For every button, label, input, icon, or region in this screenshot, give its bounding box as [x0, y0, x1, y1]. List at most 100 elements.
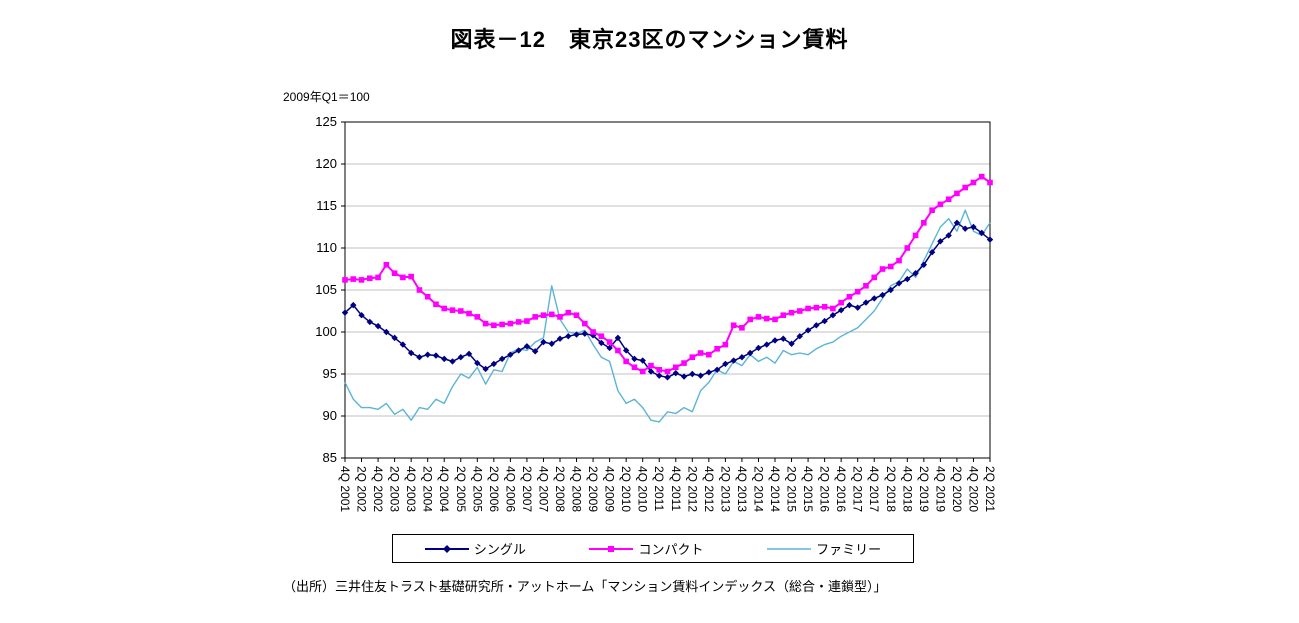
marker-square	[342, 277, 348, 283]
x-axis-label: 2Q 2010	[619, 466, 633, 512]
marker-diamond	[846, 301, 853, 309]
y-axis-label: 110	[316, 240, 337, 255]
marker-diamond	[978, 229, 985, 237]
marker-diamond	[656, 372, 663, 379]
marker-diamond	[713, 366, 721, 373]
marker-diamond	[912, 270, 919, 277]
marker-square	[987, 179, 993, 186]
x-axis-label: 4Q 2006	[503, 466, 517, 512]
marker-square	[648, 362, 654, 369]
marker-square	[482, 320, 489, 327]
marker-diamond	[432, 352, 440, 359]
marker-diamond	[755, 344, 762, 352]
marker-diamond	[341, 309, 349, 316]
marker-diamond	[391, 334, 398, 342]
x-axis-label: 2Q 2015	[785, 466, 799, 512]
x-axis-label: 2Q 2011	[652, 466, 666, 511]
marker-diamond	[871, 295, 878, 302]
x-axis-label: 4Q 2007	[536, 466, 550, 512]
marker-square	[416, 287, 423, 293]
marker-diamond	[515, 347, 522, 354]
marker-diamond	[895, 280, 903, 287]
marker-square	[424, 293, 431, 300]
x-axis-label: 2Q 2004	[421, 466, 435, 512]
marker-diamond	[457, 354, 464, 361]
marker-square	[557, 314, 563, 320]
marker-diamond	[920, 261, 928, 268]
marker-square	[391, 270, 398, 276]
x-axis-label: 2Q 2005	[454, 466, 468, 512]
x-axis-label: 2Q 2019	[917, 466, 931, 512]
x-axis-label: 4Q 2001	[338, 466, 352, 512]
marker-square	[639, 368, 646, 375]
marker-diamond	[945, 232, 952, 239]
x-axis-label: 2Q 2002	[355, 466, 369, 512]
marker-diamond	[664, 374, 671, 381]
marker-diamond	[780, 335, 787, 342]
x-axis-label: 4Q 2008	[570, 466, 584, 512]
marker-diamond	[788, 340, 795, 347]
marker-square	[722, 341, 729, 348]
x-axis-label: 2Q 2009	[586, 466, 600, 512]
marker-square	[714, 346, 720, 352]
marker-square	[706, 351, 712, 358]
marker-square	[540, 312, 547, 318]
marker-diamond	[490, 360, 498, 368]
marker-square	[747, 316, 753, 323]
marker-square	[598, 333, 605, 339]
marker-square	[433, 301, 439, 308]
marker-diamond	[937, 238, 944, 245]
marker-square	[532, 314, 538, 320]
x-axis-label: 4Q 2010	[636, 466, 650, 512]
marker-diamond	[689, 370, 696, 378]
x-axis-label: 4Q 2020	[966, 466, 980, 512]
marker-square	[582, 320, 588, 327]
x-axis-label: 4Q 2004	[437, 466, 451, 512]
marker-square	[912, 232, 919, 239]
marker-square	[805, 305, 811, 312]
marker-square	[548, 311, 555, 318]
marker-square	[664, 368, 671, 375]
marker-square	[457, 308, 464, 314]
marker-diamond	[358, 312, 365, 319]
marker-square	[672, 364, 679, 371]
y-axis-label: 100	[315, 324, 337, 339]
marker-square	[830, 305, 836, 312]
marker-diamond	[796, 333, 804, 340]
marker-diamond	[424, 351, 431, 358]
marker-diamond	[465, 350, 473, 358]
marker-square	[573, 312, 580, 318]
marker-diamond	[821, 317, 828, 325]
legend-label: シングル	[473, 542, 526, 557]
x-axis-label: 4Q 2014	[768, 466, 782, 512]
marker-diamond	[441, 355, 448, 363]
chart-legend: シングル コンパクト ファミリー	[392, 534, 914, 563]
marker-square	[846, 293, 853, 300]
marker-diamond	[416, 354, 423, 361]
marker-diamond	[565, 333, 572, 340]
marker-diamond	[722, 360, 729, 368]
x-axis-label: 4Q 2003	[404, 466, 418, 512]
x-axis-label: 4Q 2015	[801, 466, 815, 512]
marker-square	[821, 304, 828, 310]
marker-diamond	[705, 369, 713, 376]
marker-diamond	[862, 299, 870, 306]
marker-diamond	[498, 355, 506, 363]
marker-square	[350, 276, 357, 282]
marker-square	[962, 184, 968, 191]
x-axis-label: 4Q 2002	[371, 466, 385, 512]
series-line-2	[344, 209, 991, 423]
marker-square	[358, 277, 365, 283]
legend-marker-icon	[424, 544, 469, 553]
marker-square	[780, 312, 787, 318]
marker-square	[896, 257, 902, 264]
x-axis-label: 4Q 2016	[834, 466, 848, 512]
x-axis-label: 4Q 2012	[702, 466, 716, 512]
marker-diamond	[961, 225, 969, 232]
marker-diamond	[854, 304, 861, 311]
marker-square	[615, 347, 621, 354]
legend-item-1: コンパクト	[589, 539, 703, 558]
marker-square	[466, 310, 472, 317]
marker-diamond	[540, 338, 547, 346]
